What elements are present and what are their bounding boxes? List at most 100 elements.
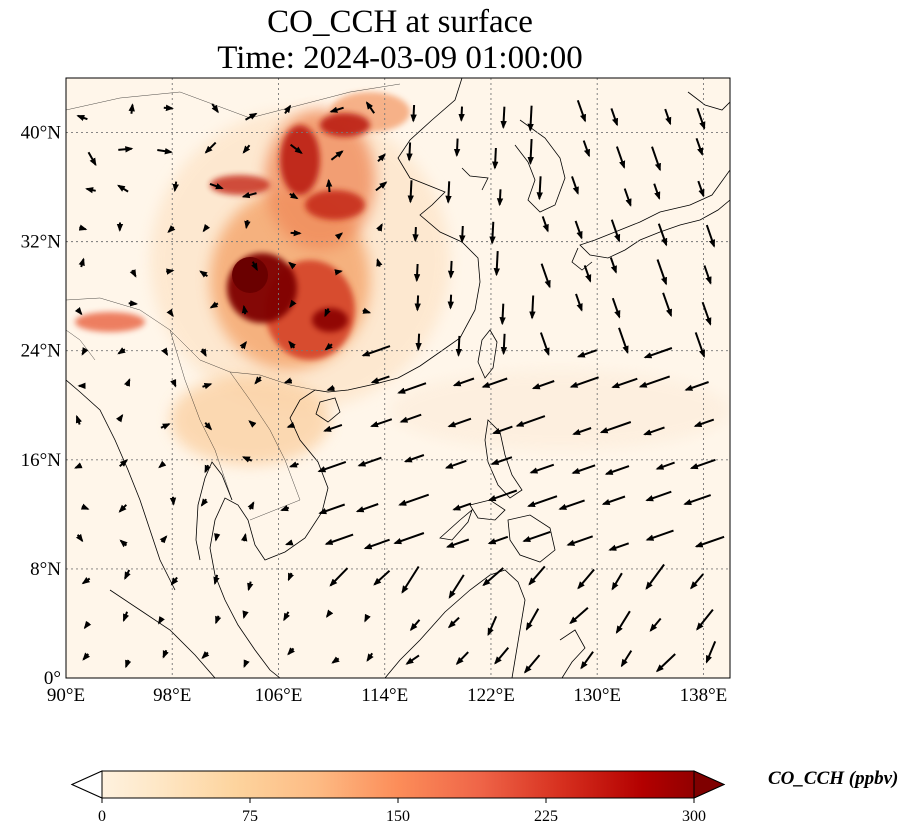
lon-tick-label: 138°E bbox=[680, 685, 728, 706]
wind-arrow bbox=[577, 568, 595, 590]
wind-arrow bbox=[643, 426, 665, 436]
wind-arrow bbox=[414, 295, 421, 312]
wind-arrow bbox=[370, 375, 390, 384]
colorbar-label: CO_CCH (ppbv) bbox=[768, 768, 899, 789]
wind-arrow bbox=[204, 422, 213, 431]
plume-yunnan-myanmar bbox=[75, 312, 145, 332]
wind-arrow bbox=[331, 656, 340, 664]
wind-arrow bbox=[357, 456, 382, 467]
wind-arrow bbox=[128, 103, 135, 114]
wind-arrow bbox=[364, 613, 371, 623]
wind-arrow bbox=[683, 494, 712, 506]
wind-arrow bbox=[398, 493, 430, 506]
wind-arrow bbox=[78, 257, 85, 268]
wind-arrow bbox=[492, 147, 499, 170]
wind-arrow bbox=[576, 349, 598, 358]
wind-arrow bbox=[638, 375, 671, 388]
wind-arrow bbox=[373, 570, 391, 586]
wind-arrow bbox=[166, 308, 174, 318]
wind-arrow bbox=[324, 342, 333, 351]
wind-arrow bbox=[158, 460, 167, 469]
wind-arrow bbox=[643, 347, 673, 359]
wind-arrow bbox=[161, 347, 169, 356]
wind-arrow bbox=[241, 191, 257, 199]
wind-arrow bbox=[415, 333, 422, 351]
plume-sichuan-core bbox=[232, 257, 268, 293]
wind-arrow bbox=[325, 178, 333, 193]
wind-arrow bbox=[575, 293, 583, 312]
wind-arrow bbox=[288, 461, 299, 468]
wind-arrow bbox=[287, 572, 294, 582]
wind-arrow bbox=[522, 530, 551, 543]
wind-arrow bbox=[82, 652, 90, 661]
wind-arrow bbox=[75, 414, 82, 425]
map-plot-area bbox=[66, 78, 730, 678]
wind-arrow bbox=[572, 427, 592, 436]
wind-arrow bbox=[403, 454, 425, 463]
wind-arrow bbox=[243, 659, 250, 668]
wind-arrow bbox=[204, 464, 211, 474]
coastline-shandong bbox=[461, 167, 489, 191]
wind-arrow bbox=[651, 146, 661, 172]
lat-tick-label: 8°N bbox=[30, 559, 61, 580]
wind-arrow bbox=[289, 299, 297, 308]
wind-arrow bbox=[159, 535, 168, 544]
wind-arrow bbox=[445, 538, 470, 548]
wind-arrow bbox=[118, 504, 128, 513]
wind-arrow bbox=[656, 259, 668, 286]
wind-arrow bbox=[664, 108, 672, 126]
wind-arrow bbox=[620, 650, 633, 668]
wind-arrow bbox=[487, 616, 498, 637]
wind-arrow bbox=[214, 533, 221, 542]
wind-arrow bbox=[410, 104, 417, 123]
wind-arrow bbox=[363, 538, 390, 550]
wind-arrow bbox=[355, 503, 379, 513]
wind-arrow bbox=[401, 565, 420, 594]
wind-arrow bbox=[167, 225, 176, 234]
wind-arrow bbox=[608, 542, 630, 551]
plume-guizhou bbox=[312, 308, 348, 332]
wind-arrow bbox=[362, 307, 372, 314]
map-time: Time: 2024-03-09 01:00:00 bbox=[217, 40, 583, 76]
coastline-korea bbox=[514, 119, 566, 213]
border-laos-vietnam bbox=[229, 371, 301, 501]
wind-arrow bbox=[580, 651, 594, 670]
wind-arrow bbox=[611, 572, 623, 591]
wind-arrow bbox=[158, 616, 165, 625]
wind-arrow bbox=[117, 347, 126, 355]
wind-arrow bbox=[241, 533, 248, 542]
wind-arrow bbox=[703, 265, 712, 285]
wind-arrow bbox=[239, 341, 247, 350]
lon-tick-label: 98°E bbox=[153, 685, 191, 706]
plume-hebei bbox=[280, 125, 320, 195]
wind-arrow bbox=[444, 459, 467, 469]
wind-arrow bbox=[122, 611, 130, 622]
wind-arrow bbox=[527, 105, 534, 132]
wind-arrow bbox=[204, 141, 217, 154]
wind-arrow bbox=[201, 651, 210, 660]
coastline-hainan bbox=[315, 397, 341, 423]
wind-arrow bbox=[536, 176, 543, 201]
wind-arrow bbox=[500, 333, 508, 356]
coastline-luzon bbox=[484, 419, 523, 499]
coastline-mindanao bbox=[507, 514, 556, 563]
wind-arrow bbox=[247, 581, 254, 592]
wind-arrow bbox=[527, 138, 534, 165]
wind-arrow bbox=[289, 143, 303, 154]
wind-arrow bbox=[610, 108, 619, 127]
wind-arrow bbox=[582, 140, 591, 158]
wind-arrow bbox=[574, 220, 583, 240]
colorbar-min-extension bbox=[70, 770, 103, 799]
wind-arrow bbox=[689, 458, 716, 470]
border-china-south bbox=[66, 297, 316, 391]
wind-arrow bbox=[684, 381, 709, 391]
wind-arrow bbox=[455, 651, 469, 665]
wind-arrow bbox=[215, 615, 222, 625]
wind-arrow bbox=[445, 181, 452, 204]
lon-tick-label: 122°E bbox=[467, 685, 515, 706]
wind-arrow bbox=[455, 335, 462, 357]
wind-arrow bbox=[453, 138, 461, 157]
wind-arrow bbox=[494, 647, 510, 665]
plume-haze-southeast-asia bbox=[170, 375, 330, 465]
wind-arrow bbox=[541, 216, 549, 233]
